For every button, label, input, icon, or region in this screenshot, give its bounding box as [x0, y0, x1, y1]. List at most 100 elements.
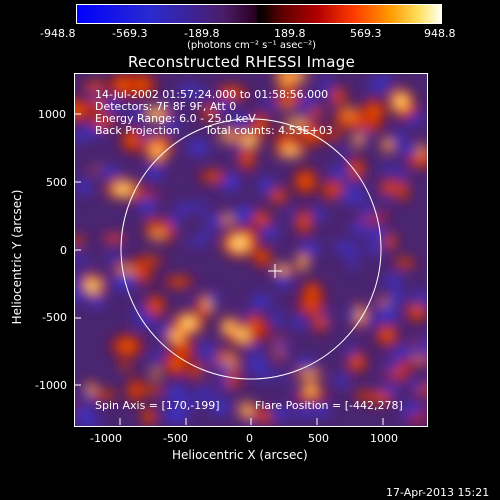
image-blob: [365, 389, 396, 406]
image-blob: [146, 140, 169, 165]
image-blob: [263, 404, 298, 423]
image-blob: [243, 350, 273, 379]
image-blob: [343, 340, 358, 362]
image-blob: [75, 126, 93, 145]
image-blob: [116, 360, 134, 372]
image-blob: [270, 263, 296, 275]
image-blob: [159, 214, 173, 246]
image-blob: [329, 113, 361, 125]
image-blob: [270, 275, 296, 292]
image-blob: [140, 404, 158, 426]
image-blob: [179, 136, 218, 159]
image-blob: [249, 209, 274, 229]
image-blob: [272, 371, 294, 382]
image-blob: [159, 114, 184, 136]
image-blob: [216, 128, 242, 143]
flare-position-label: Flare Position = [-442,278]: [255, 399, 403, 412]
info-energy: Energy Range: 6.0 - 25.0 keV: [95, 112, 256, 125]
image-blob: [407, 287, 427, 309]
colorbar-tick: 569.3: [350, 27, 382, 40]
image-blob: [279, 117, 316, 129]
image-blob: [143, 292, 168, 319]
image-blob: [89, 163, 129, 180]
image-blob: [357, 188, 371, 210]
image-blob: [358, 96, 389, 127]
image-blob: [75, 235, 89, 247]
image-blob: [328, 85, 349, 108]
info-total-counts: Total counts: 4.53E+03: [205, 124, 333, 137]
image-blob: [272, 142, 309, 159]
image-blob: [416, 336, 427, 350]
image-blob: [191, 384, 218, 400]
colorbar-tick: 948.8: [424, 27, 456, 40]
image-blob: [286, 355, 325, 370]
solar-image: 14-Jul-2002 01:57:24.000 to 01:58:56.000…: [74, 73, 428, 427]
image-blob: [282, 315, 315, 330]
image-blob: [396, 176, 410, 206]
image-blob: [316, 74, 335, 94]
hxr-image-map: [75, 74, 427, 426]
y-tick-label: 0: [60, 244, 67, 257]
y-tick-label: 500: [46, 176, 67, 189]
image-blob: [164, 325, 190, 348]
image-blob: [387, 86, 415, 117]
image-blob: [292, 369, 326, 380]
image-blob: [205, 393, 237, 421]
image-blob: [75, 287, 98, 304]
x-tick-label: 500: [308, 432, 329, 445]
image-blob: [359, 75, 398, 96]
image-blob: [294, 206, 314, 238]
image-blob: [130, 255, 168, 267]
image-blob: [283, 74, 311, 83]
image-blob: [102, 252, 126, 266]
image-blob: [383, 352, 413, 363]
x-tick-label: 1000: [370, 432, 398, 445]
image-blob: [106, 74, 141, 101]
image-blob: [210, 95, 237, 115]
image-blob: [290, 165, 321, 198]
solar-limb: [120, 118, 382, 380]
image-blob: [87, 91, 103, 104]
image-blob: [273, 339, 293, 356]
image-blob: [404, 377, 427, 393]
image-blob: [160, 275, 198, 289]
image-blob: [323, 160, 355, 184]
image-blob: [244, 310, 266, 338]
image-blob: [253, 171, 279, 200]
image-blob: [243, 342, 266, 357]
image-title: Reconstructed RHESSI Image: [128, 53, 356, 71]
y-axis-label: Heliocentric Y (arcsec): [10, 189, 24, 325]
image-blob: [219, 227, 260, 259]
spin-axis-label: Spin Axis = [170,-199]: [95, 399, 220, 412]
image-blob: [207, 285, 221, 313]
image-blob: [144, 215, 163, 235]
image-blob: [389, 126, 409, 148]
image-blob: [134, 384, 168, 396]
image-blob: [160, 348, 193, 379]
colorbar-tick: -569.3: [112, 27, 148, 40]
image-blob: [75, 248, 84, 267]
info-method: Back Projection: [95, 124, 180, 137]
image-blob: [351, 133, 366, 149]
image-blob: [336, 147, 353, 160]
colorbar-tick: 189.8: [274, 27, 306, 40]
image-blob: [149, 368, 162, 379]
image-blob: [289, 403, 318, 422]
image-blob: [330, 370, 353, 391]
image-blob: [78, 80, 113, 94]
image-blob: [180, 88, 219, 100]
image-blob: [135, 202, 162, 217]
x-tick-label: 0: [246, 432, 253, 445]
image-blob: [250, 244, 275, 270]
image-blob: [390, 256, 419, 269]
image-blob: [75, 172, 95, 201]
image-blob: [380, 159, 394, 179]
image-blob: [296, 251, 310, 274]
image-blob: [270, 89, 309, 106]
overlay: [120, 118, 382, 380]
image-blob: [284, 208, 297, 221]
image-blob: [118, 125, 146, 156]
x-tick-label: -500: [163, 432, 188, 445]
info-time: 14-Jul-2002 01:57:24.000 to 01:58:56.000: [95, 88, 329, 101]
colorbar-tick: -948.8: [40, 27, 76, 40]
